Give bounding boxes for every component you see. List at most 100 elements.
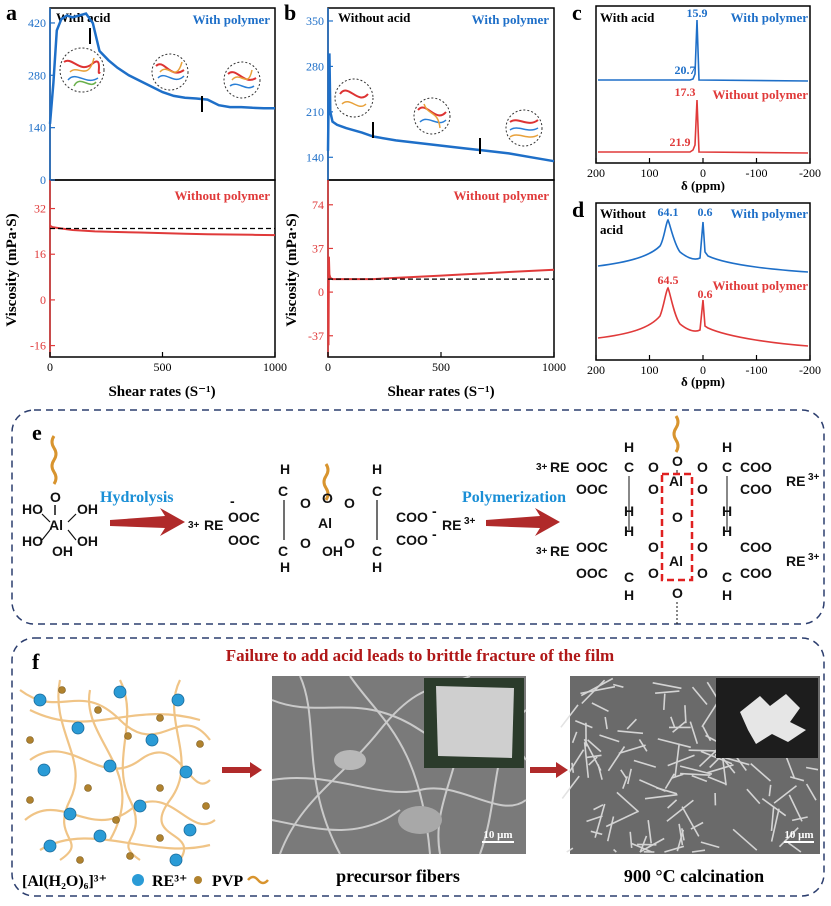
svg-text:OH: OH [52,543,73,559]
svg-text:-: - [432,503,437,519]
panel-a-xlabel: Shear rates (S⁻¹) [108,384,215,400]
panel-b-bottom-frame [328,180,554,357]
x-tick-label: -200 [799,166,821,180]
x-tick-label: 100 [641,166,659,180]
peak-label: 15.9 [687,6,708,20]
y-tick-label: 280 [28,68,46,82]
panel-b: b Without acid With polymer Without poly… [284,0,566,400]
svg-text:H: H [280,559,290,575]
polymer-chain-icon [335,79,373,117]
peak-label: 20.7 [675,63,696,77]
panel-a-bottom-frame [50,180,275,357]
scale-bar-label: 10 μm [784,829,813,841]
x-tick-label: 200 [587,363,605,377]
caption-precursor-fibers: precursor fibers [336,866,460,886]
svg-text:OH: OH [77,501,98,517]
svg-text:C: C [372,543,382,559]
y-tick-label: 420 [28,16,46,30]
step-hydrolysis-label: Hydrolysis [100,489,174,506]
sem-image-calcinated: 10 μm [561,676,820,854]
re-ion-icon [194,876,202,884]
svg-text:-: - [230,493,235,509]
svg-text:O: O [344,535,355,551]
legend-al: [Al(H₂O)₆]³⁺ [22,873,107,890]
y-tick-label: 140 [306,150,324,164]
svg-text:O: O [697,481,708,497]
svg-text:OOC: OOC [576,481,608,497]
svg-text:OH: OH [77,533,98,549]
panel-b-condition: Without acid [338,10,411,25]
peak-label: 0.6 [698,287,713,301]
svg-text:O: O [697,459,708,475]
panel-c-top-spectrum [598,20,808,81]
svg-text:H: H [722,439,732,455]
panel-a-top-series: With polymer [193,12,271,27]
svg-text:3+: 3+ [808,472,820,483]
al-ion-icon [132,874,144,886]
panel-f-title: Failure to add acid leads to brittle fra… [226,646,614,665]
panel-d-letter: d [572,197,584,222]
nanofiber-strand [689,750,719,751]
panel-c-bottom-series: Without polymer [713,87,809,102]
panel-d: d Without acid With polymer Without poly… [572,197,821,389]
svg-text:3+: 3+ [188,520,200,531]
y-tick-label: 0 [40,293,46,307]
polymerized-product: O Al O Al O 3+ RE OOC OOC H C H O O O O … [536,416,820,624]
svg-text:H: H [372,461,382,477]
svg-text:RE: RE [786,473,805,489]
svg-text:HO: HO [22,533,43,549]
svg-text:H: H [372,559,382,575]
svg-text:RE: RE [550,459,569,475]
x-tick-label: -200 [799,363,821,377]
svg-text:O: O [322,490,333,506]
svg-text:COO: COO [740,565,772,581]
svg-text:C: C [722,459,732,475]
svg-text:OOC: OOC [576,459,608,475]
y-tick-label: 32 [34,202,46,216]
panel-b-ylabel: Viscosity (mPa·S) [284,213,300,326]
svg-text:O: O [50,489,61,505]
svg-text:OOC: OOC [228,509,260,525]
x-tick-label: 0 [47,360,53,374]
panel-f: f Failure to add acid leads to brittle f… [12,638,824,896]
panel-d-condition-line2: acid [600,222,624,237]
peak-label: 17.3 [675,85,696,99]
svg-text:O: O [300,535,311,551]
svg-text:Al: Al [49,517,63,533]
polymer-chain-icon [224,62,260,98]
y-tick-label: 350 [306,14,324,28]
svg-text:C: C [372,483,382,499]
svg-text:C: C [278,543,288,559]
svg-text:OOC: OOC [576,539,608,555]
polymer-chain-icon [60,48,104,92]
panel-b-bottom-series: Without polymer [454,188,550,203]
svg-text:OOC: OOC [228,532,260,548]
panel-c-letter: c [572,0,582,25]
svg-text:RE: RE [786,553,805,569]
panel-a-bottom-series-line [50,226,275,235]
y-tick-label: -16 [30,339,46,353]
y-tick-label: -37 [308,329,324,343]
nanofiber-strand [664,694,665,710]
arrow-icon [222,762,262,778]
svg-text:O: O [648,565,659,581]
panel-a-bottom-series: Without polymer [175,188,271,203]
y-tick-label: 74 [312,198,324,212]
panel-c-frame [596,6,810,163]
polymer-chain-icon [414,98,450,134]
x-tick-label: 500 [432,360,450,374]
peak-label: 0.6 [698,205,713,219]
y-tick-label: 210 [306,105,324,119]
svg-text:RE: RE [550,543,569,559]
svg-text:H: H [280,461,290,477]
x-tick-label: 1000 [263,360,287,374]
svg-text:RE: RE [204,517,223,533]
hydrated-aluminum-complex: O Al HO OH HO OH OH [22,436,98,559]
svg-text:Al: Al [318,515,332,531]
svg-text:C: C [624,459,634,475]
svg-text:O: O [672,585,683,601]
panel-e: e O Al HO OH HO OH OH Hydrolysis 3+ RE -… [12,410,824,624]
panel-a-letter: a [6,0,17,25]
arrow-icon [530,762,568,778]
